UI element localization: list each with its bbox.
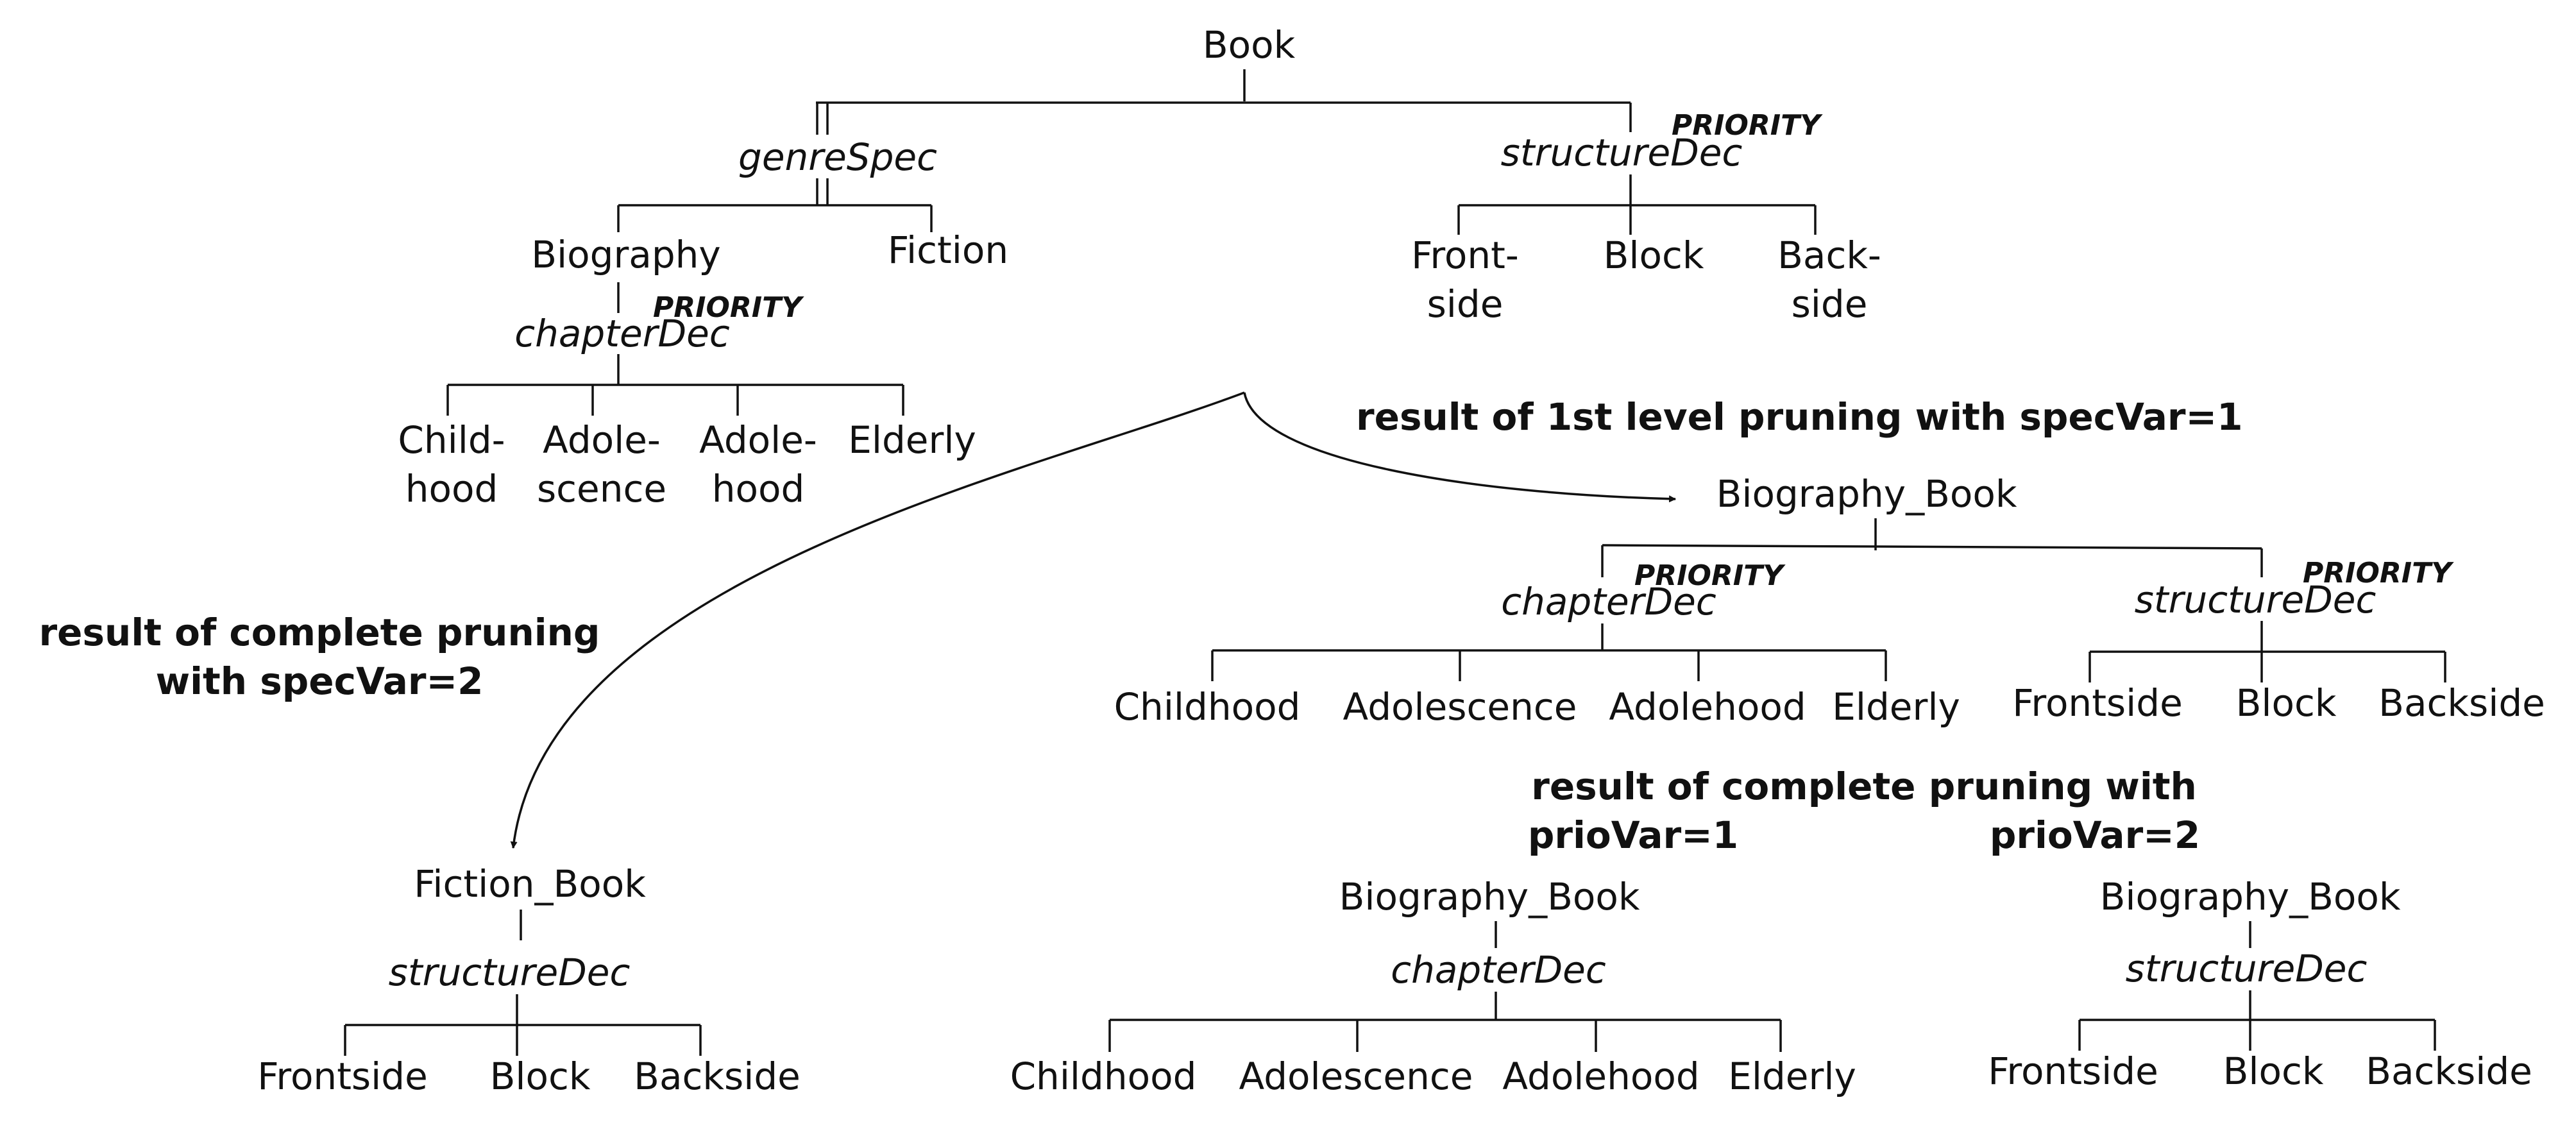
structure-child-label: Frontside [2012,681,2183,725]
prio2-tree: Biography_Book structureDec Frontside Bl… [1988,875,2532,1093]
chapter-child-label: Childhood [1114,685,1301,729]
structure-child-label: Backside [2378,681,2545,725]
structure-dec-label: structureDec [389,951,631,994]
fiction-label: Fiction [888,228,1008,272]
priority-label: PRIORITY [2303,557,2454,589]
edge [1602,544,2262,550]
structure-child-label: Backside [634,1055,801,1098]
chapter-dec-label: chapterDec [514,312,730,355]
fiction-tree: Fiction_Book structureDec Frontside Bloc… [257,862,801,1098]
structure-child-label: Block [490,1055,591,1098]
prio-var-2-label: prioVar=2 [1990,813,2200,857]
structure-child-label: Block [2236,681,2337,725]
chapter-child-label: Adolescence [1239,1055,1473,1098]
arrow-to-fiction-book [510,391,1245,849]
chapter-child-line1: Adole- [543,418,661,462]
structure-dec-label: structureDec [1501,131,1743,174]
biography-book-root-label: Biography_Book [1716,472,2017,516]
chapter-dec-label: chapterDec [1391,948,1606,992]
structure-child-label: Frontside [257,1055,428,1098]
prio1-tree: Biography_Book chapterDec Childhood Adol… [1010,875,1856,1098]
structure-child-label: Frontside [1988,1049,2158,1093]
fiction-book-root-label: Fiction_Book [414,862,646,906]
chapter-child-line2: scence [537,467,666,511]
chapter-child-label: Adolehood [1609,685,1806,729]
structure-child-label: Backside [2366,1049,2532,1093]
book-tree: Book genreSpec structureDec PRIORITY Bio… [398,23,1881,511]
structure-dec-label: structureDec [2126,947,2368,990]
first-level-caption: result of 1st level pruning with specVar… [1356,395,2242,439]
complete-prio-caption-line1: result of complete pruning with [1531,765,2197,808]
chapter-child-line1: Child- [398,418,505,462]
chapter-child-line2: hood [712,467,805,511]
arrow-to-biography-book [1243,392,1677,503]
chapter-child-label: Adolehood [1502,1055,1699,1098]
first-level-tree: Biography_Book chapterDec PRIORITY struc… [1114,472,2545,729]
structure-child-line1: Block [1604,233,1704,277]
prio-var-1-label: prioVar=1 [1528,813,1738,857]
chapter-child-label: Adolescence [1343,685,1577,729]
chapter-child-line2: hood [405,467,498,511]
priority-label: PRIORITY [1634,559,1786,592]
complete-spec-caption-line1: result of complete pruning [39,611,600,654]
biography-label: Biography [531,233,721,276]
structure-child-line1: Front- [1411,233,1519,277]
chapter-child-label: Elderly [1832,685,1960,729]
structure-child-line2: side [1792,282,1868,326]
priority-label: PRIORITY [653,291,804,324]
chapter-child-label: Childhood [1010,1055,1197,1098]
chapter-child-line1: Elderly [848,418,976,462]
structure-dec-label: structureDec [2135,578,2377,622]
biography-book-root-label: Biography_Book [1339,875,1640,919]
structure-child-line2: side [1427,282,1504,326]
structure-child-line1: Back- [1777,233,1881,277]
complete-spec-caption-line2: with specVar=2 [156,659,484,703]
biography-book-root-label: Biography_Book [2100,875,2401,919]
structure-child-label: Block [2223,1049,2324,1093]
chapter-child-label: Elderly [1728,1055,1856,1098]
genre-spec-label: genreSpec [738,135,937,179]
book-root-label: Book [1203,23,1296,67]
chapter-child-line1: Adole- [699,418,817,462]
chapter-dec-label: chapterDec [1501,580,1716,623]
priority-label: PRIORITY [1672,109,1823,142]
